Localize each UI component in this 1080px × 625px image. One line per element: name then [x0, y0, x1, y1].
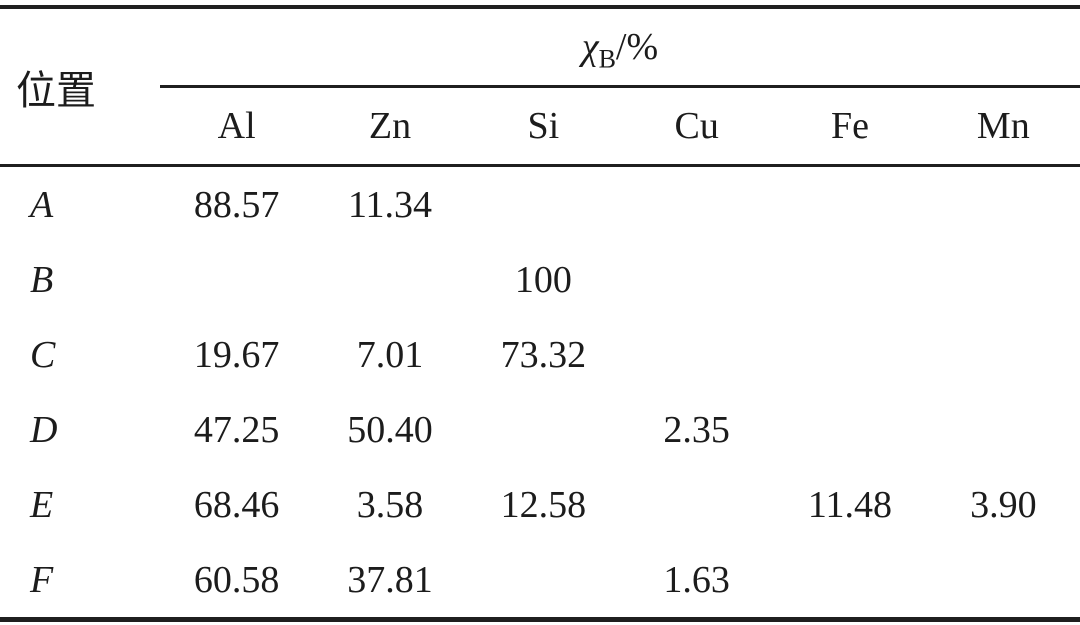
cell-f-fe	[773, 542, 926, 620]
cell-f-mn	[927, 542, 1080, 620]
cell-d-cu: 2.35	[663, 408, 730, 451]
cell-c-al: 19.67	[193, 333, 280, 376]
column-header-fe: Fe	[773, 86, 927, 167]
cell-c-cu	[620, 317, 773, 392]
percent-suffix: /%	[615, 26, 659, 68]
cell-e-cu	[620, 467, 773, 542]
cell-e-mn: 3.90	[970, 483, 1037, 526]
chi-subscript: B	[598, 44, 616, 74]
cell-e-si: 12.58	[500, 483, 587, 526]
composition-table-container: 位置 χB/% Al Zn Si Cu Fe Mn A 88.57 11.34	[0, 5, 1080, 622]
cell-a-cu	[620, 166, 773, 243]
element-header-row: Al Zn Si Cu Fe Mn	[0, 86, 1080, 167]
cell-e-zn: 3.58	[356, 483, 424, 526]
cell-b-si: 100	[514, 258, 572, 301]
table-row-f: F 60.58 37.81 1.63	[0, 542, 1080, 620]
chi-symbol: χ	[581, 26, 599, 68]
cell-a-al: 88.57	[193, 183, 280, 226]
cell-d-al: 47.25	[193, 408, 280, 451]
cell-c-fe	[773, 317, 926, 392]
cell-f-zn: 37.81	[347, 558, 433, 601]
table-row-c: C 19.67 7.01 73.32	[0, 317, 1080, 392]
cell-b-al	[160, 242, 313, 317]
cell-e-al: 68.46	[193, 483, 280, 526]
cell-f-cu: 1.63	[663, 558, 730, 601]
table-row-e: E 68.46 3.58 12.58 11.48 3.90	[0, 467, 1080, 542]
column-header-mn: Mn	[926, 86, 1080, 167]
cell-b-fe	[773, 242, 926, 317]
cell-d-zn: 50.40	[347, 408, 433, 451]
cell-f-al: 60.58	[193, 558, 280, 601]
cell-c-zn: 7.01	[356, 333, 424, 376]
cell-b-zn	[313, 242, 466, 317]
table-row-b: B 100	[0, 242, 1080, 317]
cell-d-si	[467, 392, 620, 467]
cell-f-si	[467, 542, 620, 620]
column-header-si: Si	[466, 86, 620, 167]
element-composition-table: 位置 χB/% Al Zn Si Cu Fe Mn A 88.57 11.34	[0, 5, 1080, 622]
row-label: E	[30, 483, 54, 526]
cell-a-fe	[773, 166, 926, 243]
cell-b-cu	[620, 242, 773, 317]
cell-a-mn	[927, 166, 1080, 243]
cell-d-fe	[773, 392, 926, 467]
row-label: D	[30, 408, 58, 451]
row-label: F	[30, 558, 54, 601]
row-label: C	[30, 333, 56, 376]
group-header-row: 位置 χB/%	[0, 7, 1080, 167]
cell-c-mn	[927, 317, 1080, 392]
cell-d-mn	[927, 392, 1080, 467]
cell-c-si: 73.32	[500, 333, 587, 376]
cell-e-fe: 11.48	[807, 483, 893, 526]
column-header-cu: Cu	[619, 86, 774, 167]
cell-a-si	[467, 166, 620, 243]
table-row-d: D 47.25 50.40 2.35	[0, 392, 1080, 467]
mole-fraction-group-header: χB/%	[160, 7, 1080, 88]
cell-b-mn	[927, 242, 1080, 317]
position-column-header: 位置	[0, 7, 160, 167]
cell-a-zn: 11.34	[347, 183, 433, 226]
row-label: A	[30, 183, 54, 226]
row-label: B	[30, 258, 54, 301]
table-row-a: A 88.57 11.34	[0, 166, 1080, 243]
column-header-zn: Zn	[313, 86, 467, 167]
column-header-al: Al	[160, 86, 314, 167]
